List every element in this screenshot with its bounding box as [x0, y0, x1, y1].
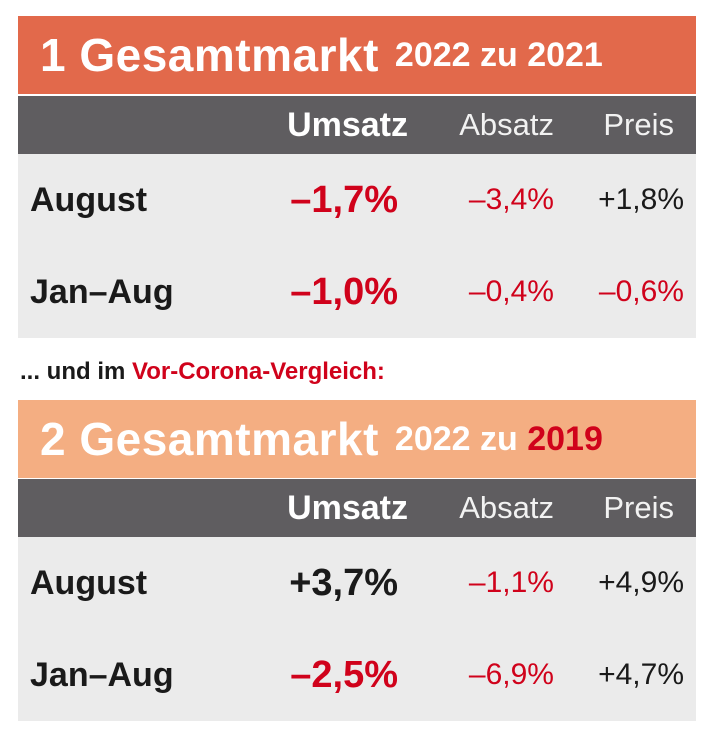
section2-header-umsatz: Umsatz [287, 489, 408, 527]
preis-value: +4,7% [598, 658, 684, 691]
row-label: Jan–Aug [30, 273, 174, 311]
section1-table-body: August –1,7% –3,4% +1,8% Jan–Aug –1,0% –… [18, 154, 696, 338]
section2-period-highlight: 2019 [527, 419, 603, 458]
section1-header-umsatz: Umsatz [287, 106, 408, 144]
section1-title-bar: 1 Gesamtmarkt 2022 zu 2021 [18, 16, 696, 94]
row-label: August [30, 564, 148, 602]
section2-period: 2022 zu 2019 [395, 420, 603, 459]
section1-period: 2022 zu 2021 [394, 35, 603, 74]
subline-prefix: ... und im [20, 358, 126, 385]
section2-table-body: August +3,7% –1,1% +4,9% Jan–Aug –2,5% –… [18, 537, 696, 721]
section2-header-absatz: Absatz [459, 490, 554, 525]
preis-value: –0,6% [598, 275, 684, 308]
section2-title: 2 Gesamtmarkt [40, 413, 379, 465]
absatz-value: –0,4% [468, 275, 554, 308]
umsatz-value: +3,7% [289, 562, 398, 604]
section2-header-preis: Preis [603, 490, 674, 525]
preis-value: +1,8% [598, 183, 684, 216]
section2-title-bar: 2 Gesamtmarkt 2022 zu 2019 [18, 400, 696, 478]
section1-header-row: Umsatz Absatz Preis [18, 96, 696, 154]
table-row: August +3,7% –1,1% +4,9% [18, 537, 696, 629]
table-row: Jan–Aug –1,0% –0,4% –0,6% [18, 246, 696, 338]
umsatz-value: –1,0% [290, 271, 398, 313]
section2-period-prefix: 2022 zu [394, 419, 518, 458]
subline-highlight: Vor-Corona-Vergleich: [132, 358, 385, 385]
absatz-value: –1,1% [468, 566, 554, 599]
table-row: August –1,7% –3,4% +1,8% [18, 154, 696, 246]
umsatz-value: –1,7% [290, 179, 398, 221]
umsatz-value: –2,5% [290, 654, 398, 696]
table-row: Jan–Aug –2,5% –6,9% +4,7% [18, 629, 696, 721]
absatz-value: –6,9% [468, 658, 554, 691]
section1-title: 1 Gesamtmarkt [40, 29, 379, 81]
comparison-subline: ... und im Vor-Corona-Vergleich: [20, 358, 385, 386]
section1-header-preis: Preis [603, 107, 674, 142]
section1-header-absatz: Absatz [459, 107, 554, 142]
section2-header-row: Umsatz Absatz Preis [18, 479, 696, 537]
row-label: August [30, 181, 148, 219]
preis-value: +4,9% [598, 566, 684, 599]
absatz-value: –3,4% [468, 183, 554, 216]
row-label: Jan–Aug [30, 656, 174, 694]
